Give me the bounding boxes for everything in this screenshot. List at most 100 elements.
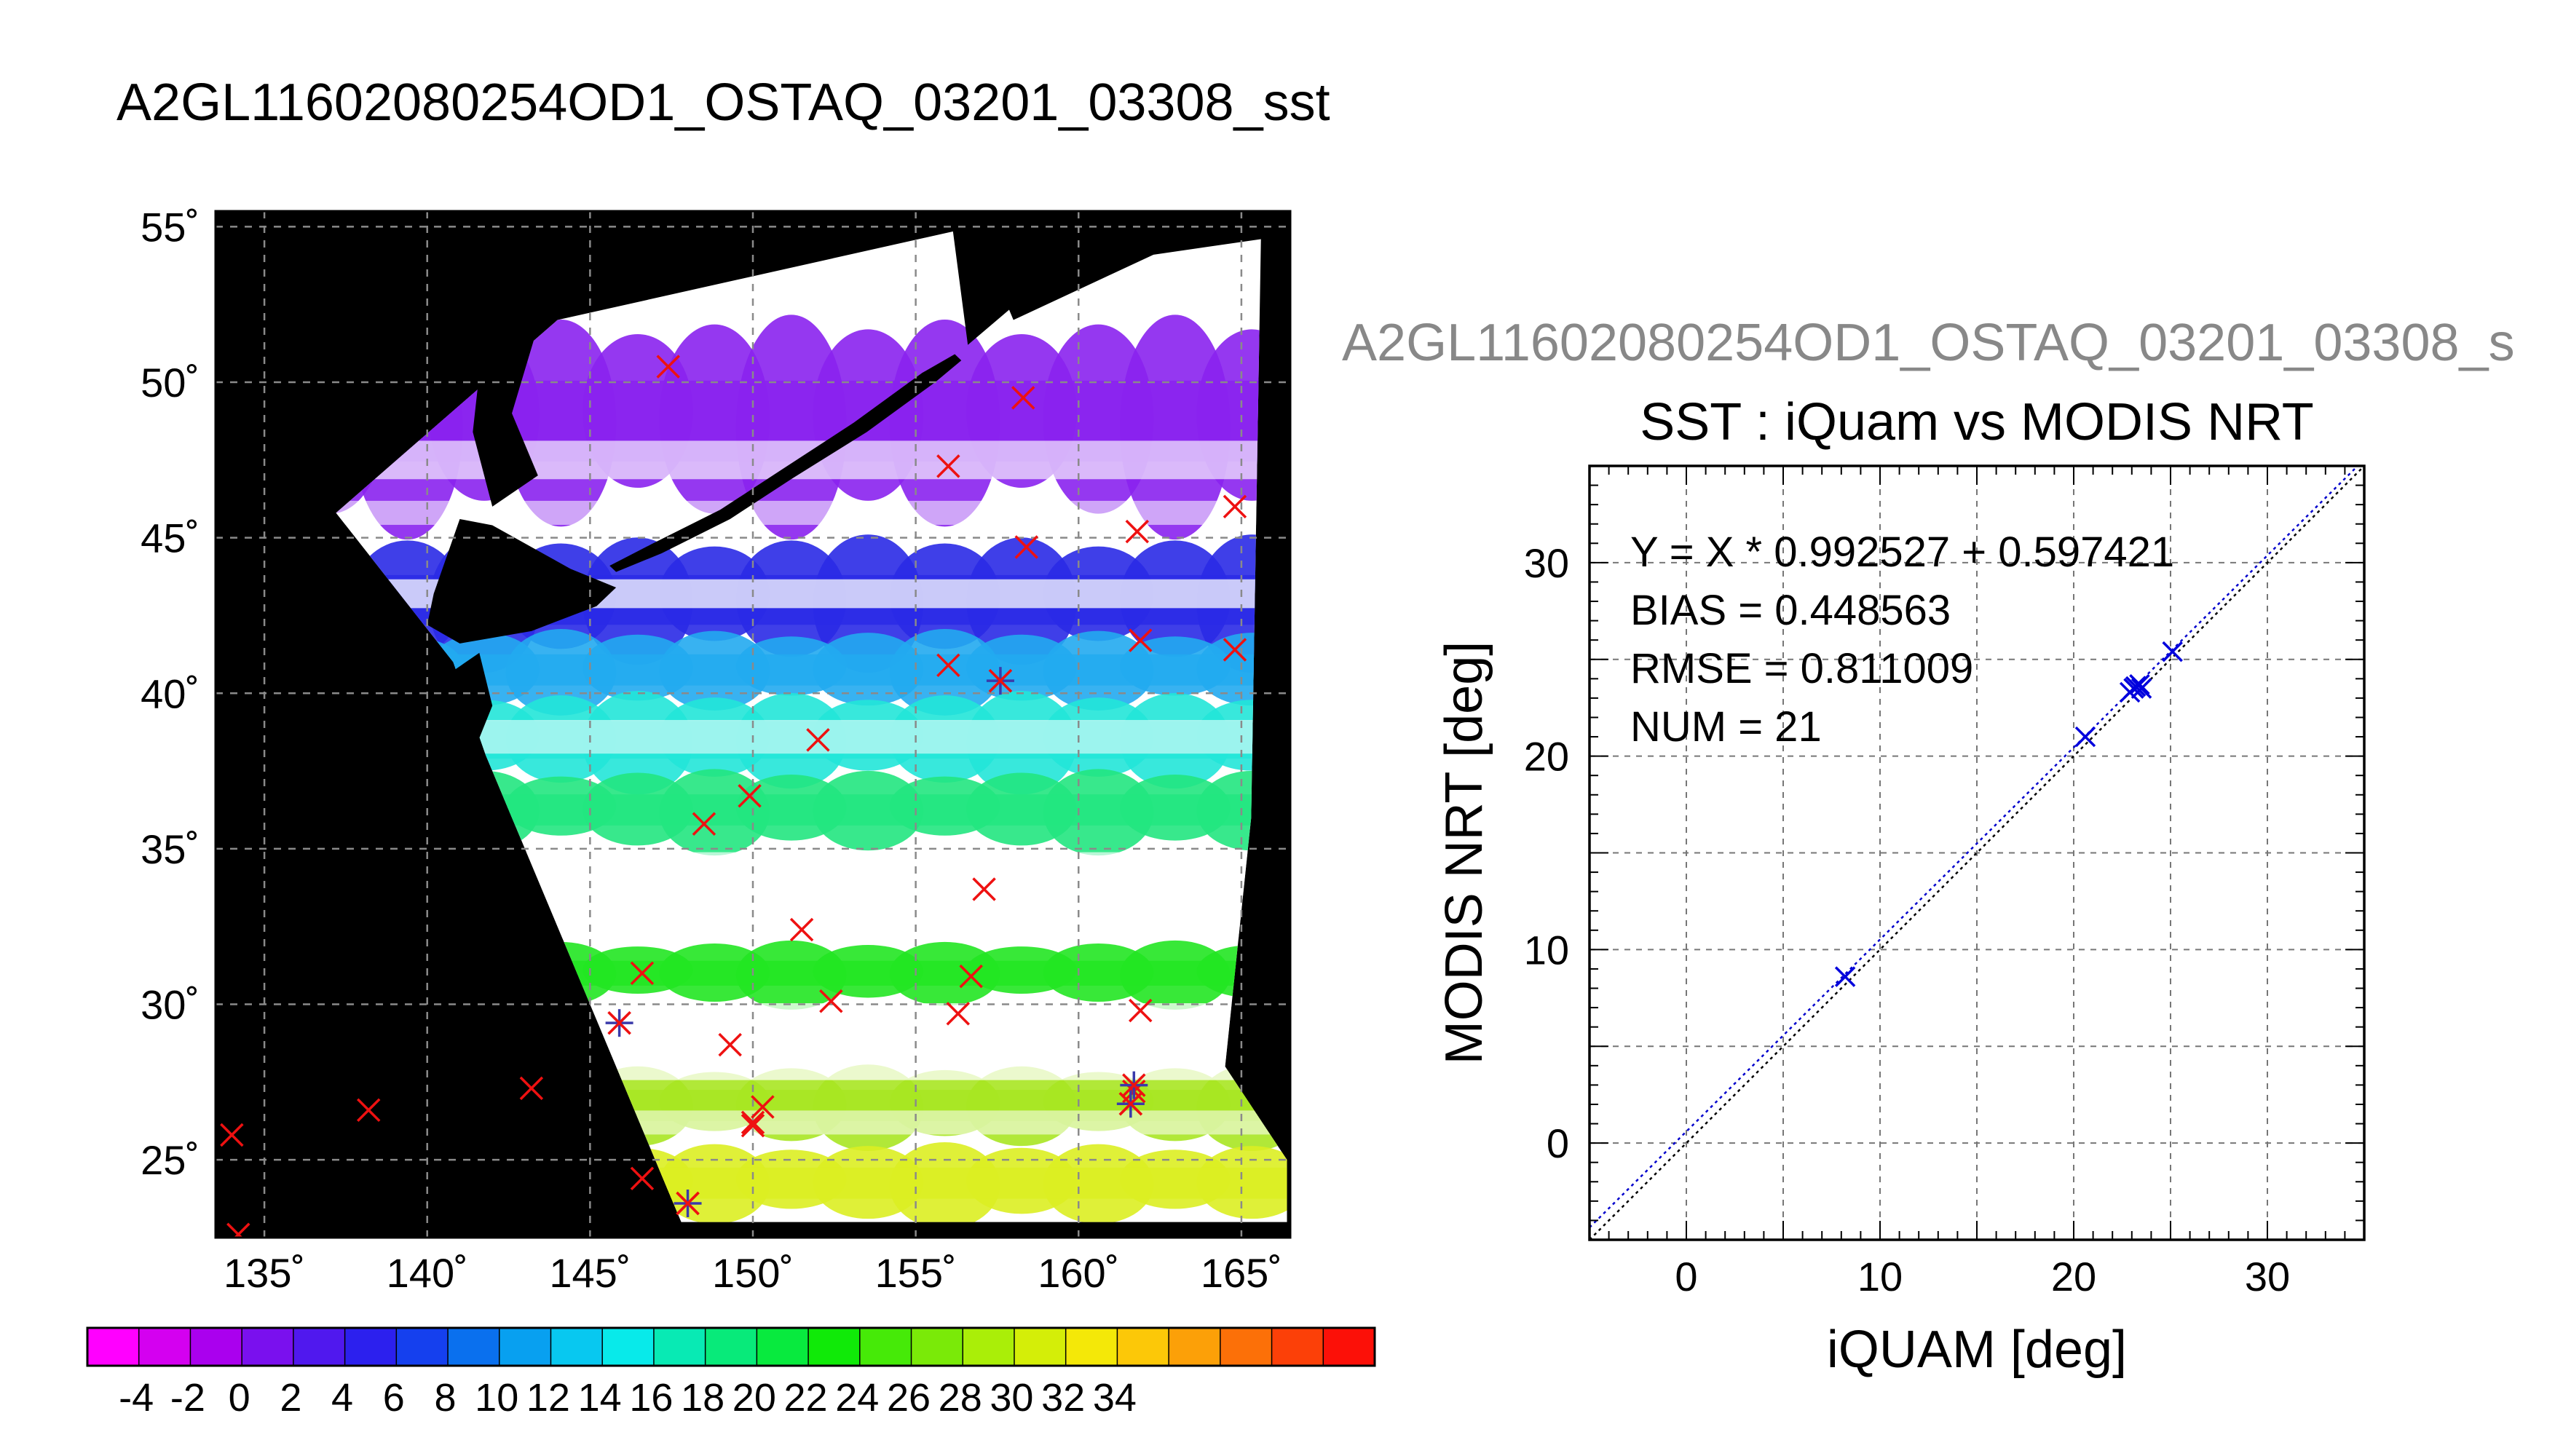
colorbar-cell [87, 1328, 140, 1366]
map-x-tick-label: 165˚ [1201, 1250, 1282, 1296]
colorbar-cell [1271, 1328, 1324, 1366]
colorbar-cell [550, 1328, 603, 1366]
colorbar-cell [1323, 1328, 1375, 1366]
iquam-point [1014, 535, 1038, 559]
scatter-y-tick-label: 30 [1524, 540, 1569, 586]
colorbar-tick-label: 26 [887, 1376, 931, 1420]
colorbar-cell [653, 1328, 706, 1366]
hokkaido-land [427, 519, 617, 644]
colorbar-tick-label: 8 [434, 1376, 456, 1420]
iquam-point [738, 784, 762, 808]
sakhalin-land [473, 232, 545, 507]
map-x-tick-label: 140˚ [387, 1250, 468, 1296]
colorbar-cell [859, 1328, 912, 1366]
colorbar-cell [963, 1328, 1015, 1366]
colorbar-tick-label: 16 [629, 1376, 673, 1420]
scatter-x-tick-label: 30 [2245, 1254, 2290, 1299]
scatter-point [2129, 674, 2150, 695]
iquam-point [806, 728, 830, 752]
map-y-tick-label: 50˚ [141, 360, 200, 405]
scatter-annotation: BIAS = 0.448563 [1630, 587, 1951, 634]
scatter-point [2131, 678, 2152, 699]
colorbar-cell [190, 1328, 242, 1366]
colorbar-cell [293, 1328, 346, 1366]
colorbar-tick-label: -2 [170, 1376, 205, 1420]
iquam-point [718, 1032, 742, 1057]
map-y-tick-label: 45˚ [141, 515, 200, 561]
iquam-point [959, 964, 983, 989]
matchup-point-x [1118, 1092, 1143, 1116]
map-x-tick-label: 160˚ [1038, 1250, 1119, 1296]
iquam-point [1125, 519, 1150, 544]
iquam-point [226, 1222, 250, 1238]
map-y-tick-label: 40˚ [141, 670, 200, 716]
fit-line [1590, 466, 2359, 1229]
iquam-point [789, 917, 814, 942]
iquam-point [692, 812, 716, 836]
colorbar-tick-label: 4 [331, 1376, 353, 1420]
scatter-y-tick-label: 20 [1524, 734, 1569, 780]
colorbar-cell [911, 1328, 963, 1366]
scatter-subtitle: A2GL11602080254OD1_OSTAQ_03201_03308_s [1342, 314, 2515, 372]
colorbar-tick-label: 0 [229, 1376, 250, 1420]
colorbar-cell [757, 1328, 809, 1366]
map-frame [214, 210, 1292, 1239]
iquam-point [1129, 998, 1153, 1023]
iquam-point [630, 1166, 655, 1191]
scatter-point [2074, 726, 2096, 748]
land-masses [216, 211, 1126, 893]
iquam-point [519, 1076, 544, 1101]
kuril-islands [609, 354, 962, 572]
scatter-x-axis-label: iQUAM [deg] [1827, 1321, 2127, 1379]
iquam-point [356, 1098, 381, 1123]
scatter-point [1834, 966, 1856, 987]
colorbar-cell [396, 1328, 449, 1366]
kamchatka-land [950, 211, 1126, 345]
iquam-point [1223, 638, 1247, 662]
colorbar-cell [1014, 1328, 1067, 1366]
scatter-x-tick-label: 0 [1675, 1254, 1697, 1299]
scatter-point [2162, 641, 2183, 662]
map-y-tick-label: 30˚ [141, 982, 200, 1028]
colorbar-tick-label: 30 [990, 1376, 1033, 1420]
colorbar-cell [602, 1328, 655, 1366]
iquam-point [972, 877, 996, 901]
colorbar-tick-label: 32 [1041, 1376, 1085, 1420]
colorbar-tick-label: -4 [119, 1376, 154, 1420]
colorbar-frame [86, 1326, 1376, 1367]
map-x-tick-label: 155˚ [875, 1250, 957, 1296]
map-x-tick-label: 150˚ [712, 1250, 794, 1296]
colorbar-cell [808, 1328, 861, 1366]
colorbar-tick-label: 18 [681, 1376, 724, 1420]
map-x-tick-label: 145˚ [549, 1250, 631, 1296]
colorbar-cell [1169, 1328, 1221, 1366]
honshu-land [216, 652, 493, 893]
colorbar-cell [138, 1328, 191, 1366]
map-x-tick-label: 135˚ [224, 1250, 305, 1296]
iquam-point [656, 355, 680, 379]
colorbar-tick-label: 6 [383, 1376, 405, 1420]
colorbar-tick-label: 12 [526, 1376, 570, 1420]
scatter-annotation: NUM = 21 [1630, 703, 1822, 751]
scatter-y-tick-label: 10 [1524, 927, 1569, 973]
colorbar-tick-label: 14 [578, 1376, 622, 1420]
iquam-point [630, 961, 655, 986]
iquam-point [741, 1110, 765, 1135]
scatter-point [2125, 676, 2147, 697]
matchup-point-x [988, 668, 1013, 693]
scatter-annotation: Y = X * 0.992527 + 0.597421 [1630, 529, 2174, 576]
iquam-point [936, 653, 960, 678]
map-y-tick-label: 25˚ [141, 1137, 200, 1183]
colorbar-tick-label: 20 [732, 1376, 776, 1420]
colorbar-cell [1117, 1328, 1169, 1366]
colorbar-cell [705, 1328, 757, 1366]
map-grid [216, 211, 1290, 1238]
scatter-title: SST : iQuam vs MODIS NRT [1640, 393, 2314, 451]
iquam-point [936, 454, 960, 478]
iquam-point [1011, 386, 1035, 410]
colorbar-tick-label: 10 [475, 1376, 518, 1420]
colorbar-cell [499, 1328, 551, 1366]
